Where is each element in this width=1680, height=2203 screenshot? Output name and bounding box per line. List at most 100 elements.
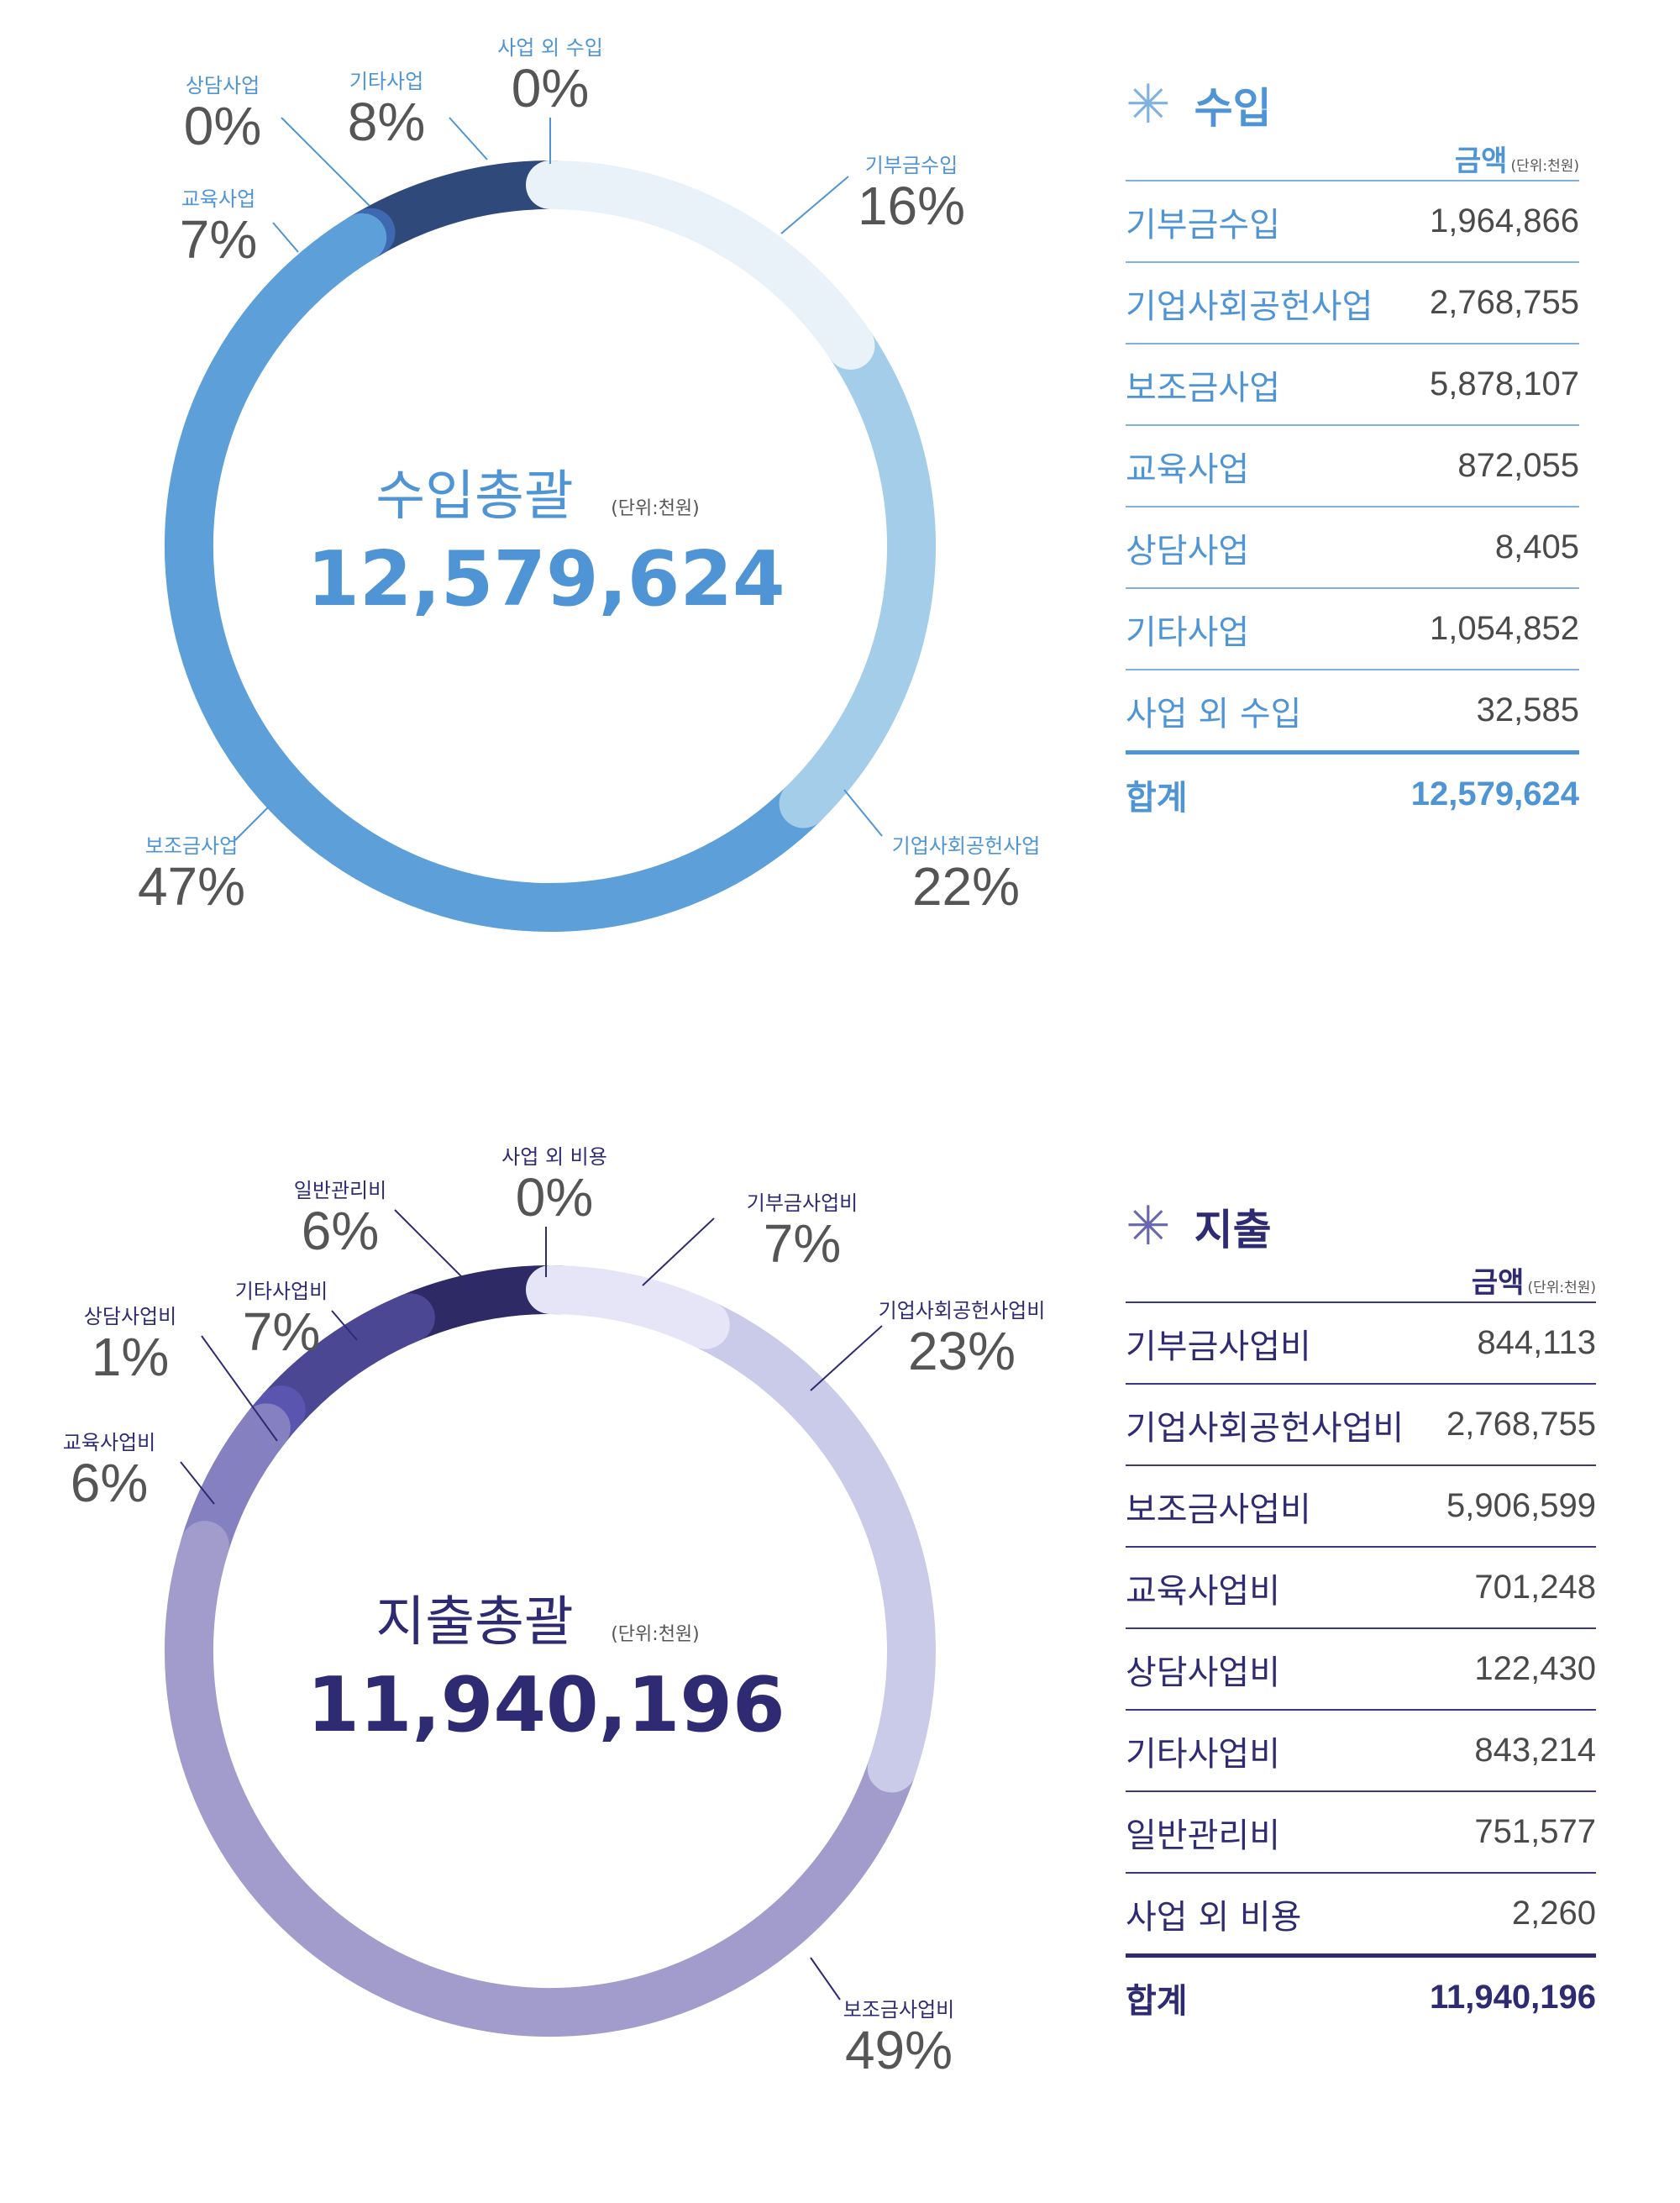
row-value: 2,260 [1511,1895,1596,1932]
income-center-total: 12,579,624 [307,535,785,623]
row-label: 상담사업 [1126,531,1250,570]
leader-line [281,117,370,207]
table-row: 기부금사업비 844,113 [1126,1301,1596,1383]
row-value: 844,113 [1477,1324,1596,1361]
slice-label: 사업 외 수입 [497,36,603,60]
row-label: 사업 외 수입 [1126,694,1302,733]
table-row: 사업 외 수입 32,585 [1126,669,1579,750]
slice-label: 보조금사업 [145,834,238,858]
slice-percent: 16% [858,176,965,236]
total-label: 합계 [1126,778,1188,818]
leader-line [180,1461,215,1505]
slice-label: 보조금사업비 [843,1998,954,2022]
slice-percent: 8% [348,92,426,152]
slice-label: 상담사업비 [84,1305,176,1328]
row-value: 122,430 [1474,1650,1596,1687]
slice-percent: 47% [138,856,245,917]
income-table: ✳ 수입 금액 (단위:천원) 기부금수입 1,964,866 기업사회공헌사업 2,7… [1126,67,1579,834]
row-label: 보조금사업비 [1126,1490,1311,1529]
table-row: 사업 외 비용 2,260 [1126,1872,1596,1953]
row-label: 교육사업비 [1126,1571,1280,1611]
slice-label: 사업 외 비용 [501,1145,607,1169]
leader-line [201,1335,278,1442]
leader-line [810,1957,841,2001]
table-row: 교육사업비 701,248 [1126,1546,1596,1627]
row-value: 701,248 [1474,1569,1596,1606]
expense-donut-chart: 기부금사업비7%기업사회공헌사업비23%보조금사업비49%교육사업비6%상담사업… [63,1145,1046,2080]
slice-percent: 0% [184,96,262,156]
slice-label: 교육사업비 [63,1431,155,1454]
slice-percent: 7% [764,1213,842,1274]
amount-label: 금액 [1471,1266,1525,1300]
slice-label: 기업사회공헌사업 [892,834,1041,858]
slice-label: 일반관리비 [294,1179,386,1202]
total-value: 11,940,196 [1430,1979,1596,2016]
income-table-header: ✳ 수입 [1126,67,1579,143]
expense-center-total: 11,940,196 [307,1661,785,1749]
slice-label: 상담사업 [186,74,260,97]
leader-line [272,222,299,253]
expense-table: ✳ 지출 금액 (단위:천원) 기부금사업비 844,113 기업사회공헌사업비 2,7… [1126,1189,1596,2037]
income-rows: 기부금수입 1,964,866 기업사회공헌사업 2,768,755 보조금사업 5,87… [1126,180,1579,834]
row-label: 기업사회공헌사업비 [1126,1408,1404,1448]
unit-label: (단위:천원) [1510,158,1579,175]
income-amount-header: 금액 (단위:천원) [1126,143,1579,180]
row-value: 32,585 [1476,691,1579,728]
row-label: 일반관리비 [1126,1816,1280,1855]
slice-percent: 0% [512,58,590,118]
row-value: 2,768,755 [1446,1406,1596,1443]
slice-percent: 23% [908,1321,1016,1381]
row-label: 기업사회공헌사업 [1126,287,1373,326]
slice-label: 교육사업 [181,187,255,211]
row-label: 사업 외 비용 [1126,1897,1302,1937]
leader-line [394,1209,475,1291]
table-row: 기부금수입 1,964,866 [1126,180,1579,261]
total-label: 합계 [1126,1981,1188,2021]
leader-line [810,1325,883,1391]
table-row: 기타사업 1,054,852 [1126,587,1579,669]
total-value: 12,579,624 [1410,776,1579,812]
expense-table-title: 지출 [1194,1206,1272,1254]
star-icon: ✳ [1126,1196,1171,1258]
leader-line [642,1217,715,1286]
donut-segment [526,1265,730,1349]
donut-segment [680,1300,936,1793]
income-donut-chart: 기부금수입16%기업사회공헌사업22%보조금사업47%교육사업7%상담사업0%기… [138,36,1041,932]
row-label: 보조금사업 [1126,368,1280,407]
unit-label: (단위:천원) [1527,1280,1596,1296]
slice-label: 기타사업비 [235,1280,328,1303]
slice-percent: 1% [92,1327,170,1387]
row-value: 751,577 [1474,1813,1596,1850]
slice-label: 기업사회공헌사업비 [879,1299,1046,1322]
donut-segment [526,160,875,370]
row-label: 기부금사업비 [1126,1327,1311,1366]
expense-center-title: 지출총괄 [375,1591,574,1654]
donut-segment [165,1521,916,2037]
leader-line [780,176,849,234]
income-center-unit: (단위:천원) [611,498,700,519]
row-label: 기타사업 [1126,613,1250,652]
expense-table-header: ✳ 지출 [1126,1189,1596,1264]
row-value: 8,405 [1494,528,1579,565]
table-row: 보조금사업 5,878,107 [1126,343,1579,424]
row-label: 교육사업 [1126,450,1250,489]
expense-section: 기부금사업비 7% 기업사회공헌사업비 23% 보조금사업비 49% 교육사업비 6% 상담사업… [0,1109,1680,2201]
row-value: 1,054,852 [1430,610,1579,647]
slice-percent: 7% [243,1301,321,1362]
table-row: 기업사회공헌사업 2,768,755 [1126,261,1579,343]
slice-percent: 6% [71,1453,149,1513]
row-value: 1,964,866 [1430,202,1579,239]
leader-line [331,1310,358,1341]
row-value: 843,214 [1474,1732,1596,1769]
total-row: 합계 11,940,196 [1126,1953,1596,2037]
leader-line [234,806,270,841]
table-row: 보조금사업비 5,906,599 [1126,1464,1596,1546]
income-table-title: 수입 [1194,84,1272,133]
slice-percent: 6% [302,1201,380,1261]
slice-percent: 22% [912,856,1020,917]
row-value: 5,906,599 [1446,1487,1596,1524]
row-value: 872,055 [1457,447,1579,484]
expense-amount-header: 금액 (단위:천원) [1126,1264,1596,1301]
total-row: 합계 12,579,624 [1126,750,1579,834]
table-row: 상담사업 8,405 [1126,506,1579,587]
